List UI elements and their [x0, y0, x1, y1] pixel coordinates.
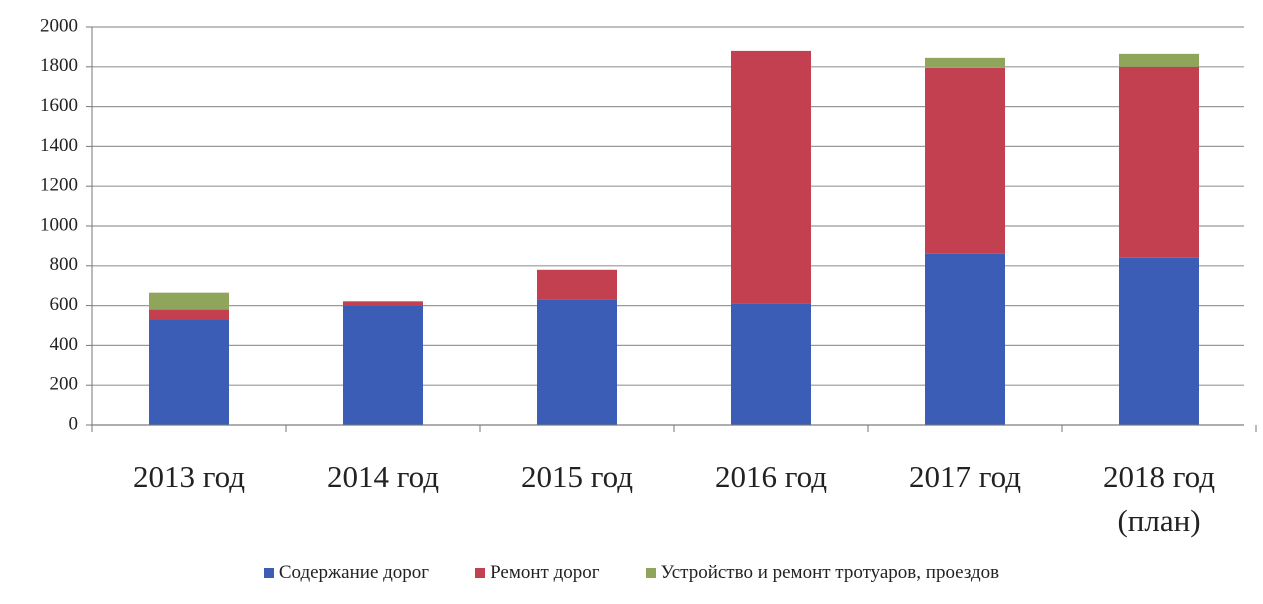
- bar-segment: [1119, 257, 1199, 425]
- y-tick-label: 600: [50, 294, 79, 315]
- bar-segment: [1119, 66, 1199, 258]
- legend-swatch: [475, 568, 486, 578]
- x-tick-label: 2013 год: [132, 459, 246, 494]
- bar-segment: [537, 269, 617, 300]
- y-tick-label: 1800: [40, 55, 78, 76]
- legend-item: Устройство и ремонт тротуаров, проездов: [645, 562, 1000, 584]
- x-tick-label: 2018 год (план): [1102, 459, 1216, 538]
- x-tick-label: 2016 год: [714, 459, 828, 494]
- bar-segment: [149, 309, 229, 320]
- bar-segment: [1119, 53, 1199, 67]
- y-tick-label: 1200: [40, 175, 78, 196]
- legend-item: Ремонт дорог: [475, 562, 600, 584]
- y-tick-label: 2000: [40, 15, 78, 36]
- y-tick-label: 400: [50, 334, 79, 355]
- bar-segment: [925, 57, 1005, 68]
- legend-swatch: [645, 568, 656, 578]
- x-tick-label: 2017 год: [908, 459, 1022, 494]
- bar-segment: [149, 292, 229, 310]
- y-tick-label: 1000: [40, 214, 78, 235]
- y-tick-label: 800: [50, 254, 79, 275]
- legend-item: Содержание дорог: [263, 562, 430, 584]
- legend-label: Устройство и ремонт тротуаров, проездов: [660, 562, 1000, 583]
- bar-segment: [537, 299, 617, 425]
- bar-segment: [731, 303, 811, 425]
- bar-segment: [343, 301, 423, 303]
- y-tick-label: 1600: [40, 95, 78, 116]
- bar-segment: [925, 67, 1005, 254]
- bar-segment: [731, 50, 811, 304]
- x-tick-label: 2014 год: [326, 459, 440, 494]
- bar-segment: [149, 319, 229, 425]
- legend-label: Ремонт дорог: [490, 562, 600, 583]
- legend-swatch: [263, 568, 274, 578]
- legend-label: Содержание дорог: [278, 562, 430, 583]
- y-tick-label: 0: [69, 413, 79, 434]
- y-tick-label: 1400: [40, 135, 78, 156]
- bar-segment: [343, 302, 423, 306]
- bar-segment: [925, 253, 1005, 425]
- bar-segment: [343, 305, 423, 425]
- legend: Содержание дорог Ремонт дорог Устройство и…: [0, 562, 1263, 584]
- x-tick-label: 2015 год: [520, 459, 634, 494]
- y-tick-label: 200: [50, 374, 79, 395]
